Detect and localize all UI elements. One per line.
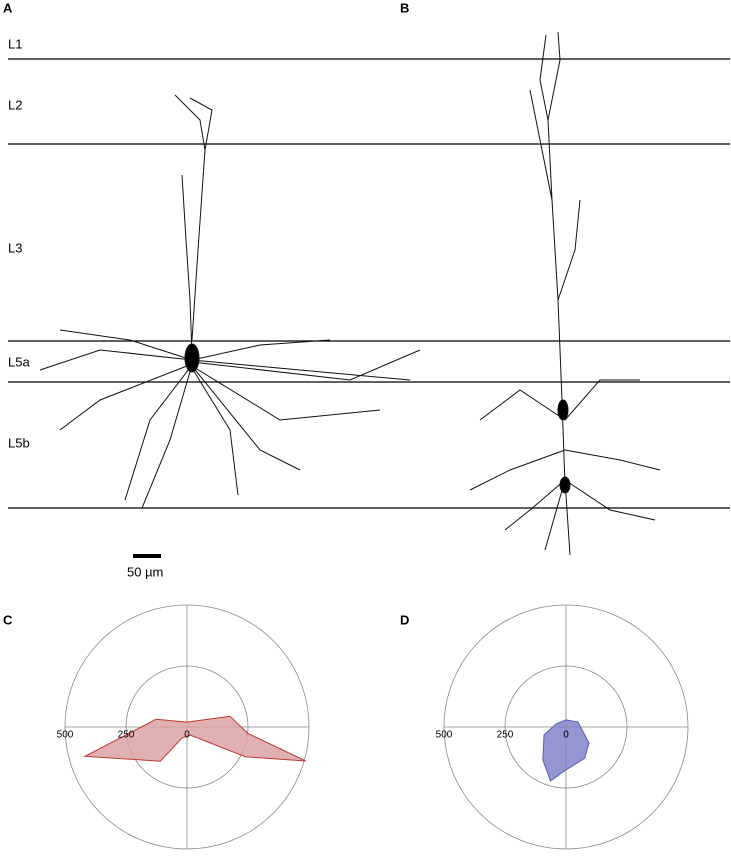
r-tick-label: 0 <box>563 730 569 741</box>
layer-label: L5a <box>8 354 30 369</box>
r-tick-label: 500 <box>57 730 74 741</box>
polar-area <box>542 719 590 782</box>
panel-label: A <box>3 0 13 15</box>
neuron-a <box>39 94 421 509</box>
layer-label: L2 <box>8 97 22 112</box>
layer-label: L5b <box>8 435 30 450</box>
neuron-b <box>469 31 661 556</box>
panel-label: C <box>3 612 13 627</box>
r-tick-label: 250 <box>497 730 514 741</box>
layer-borders <box>8 58 730 509</box>
scale-bar-label: 50 µm <box>127 564 163 579</box>
panel-label: D <box>400 612 409 627</box>
layer-label: L1 <box>8 36 22 51</box>
r-tick-label: 0 <box>184 730 190 741</box>
panel-label: B <box>400 0 409 15</box>
layer-label: L3 <box>8 240 22 255</box>
r-tick-label: 250 <box>118 730 135 741</box>
polar-area <box>83 715 306 762</box>
r-tick-label: 500 <box>436 730 453 741</box>
